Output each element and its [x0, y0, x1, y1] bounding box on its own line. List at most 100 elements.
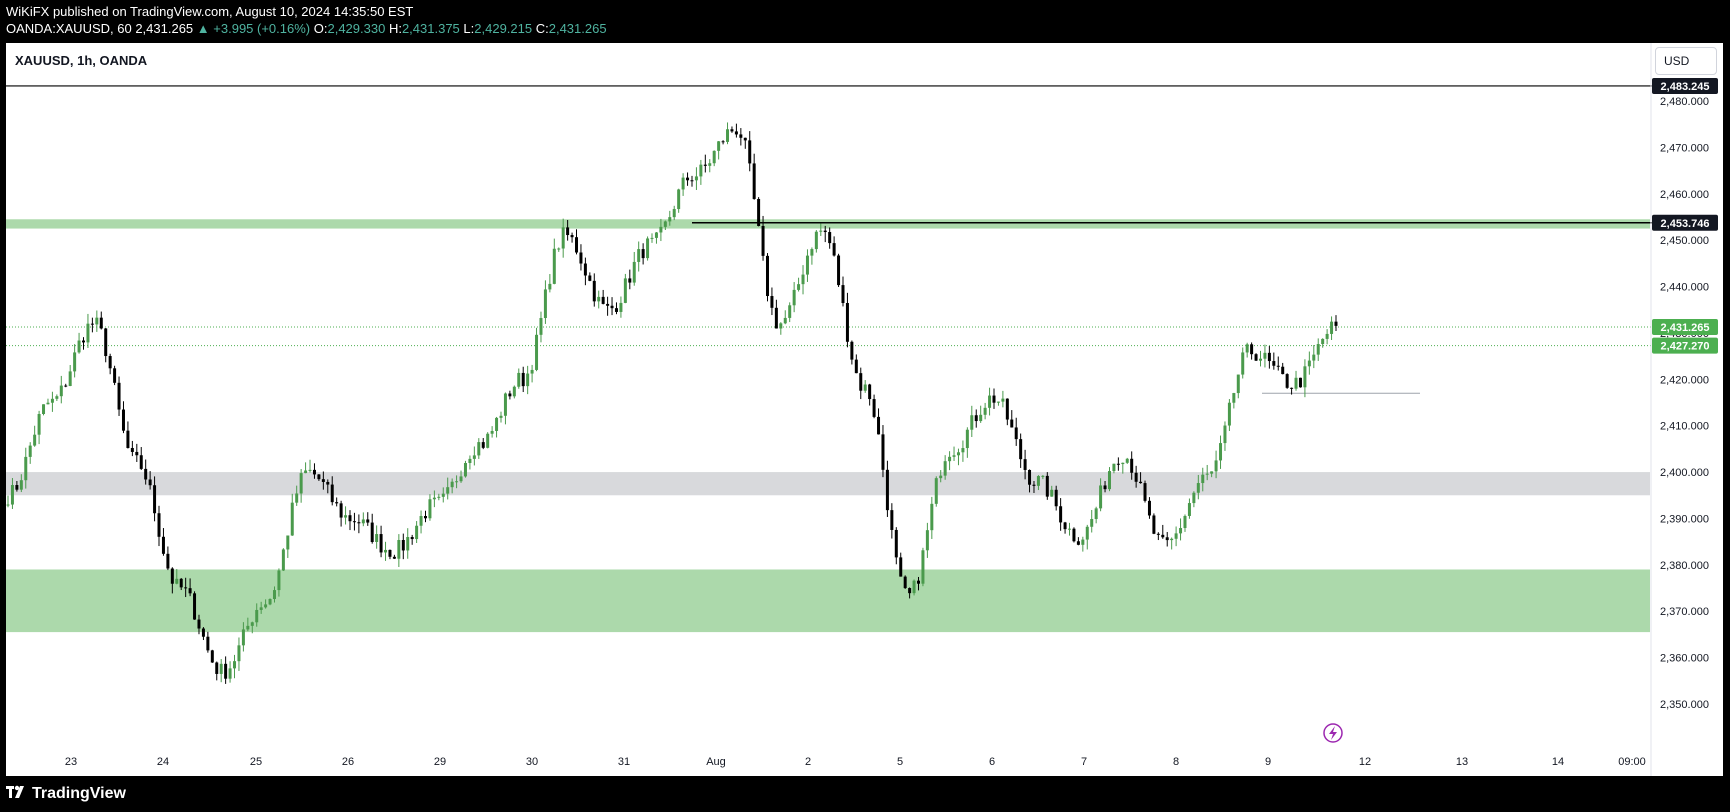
candle-body	[73, 352, 77, 372]
price-label: 2,483.245	[1652, 77, 1718, 94]
candle-body	[1161, 534, 1165, 538]
candle-body	[570, 235, 574, 238]
candle-body	[1312, 354, 1316, 361]
candle-body	[872, 399, 876, 417]
x-tick-label: 9	[1265, 756, 1271, 768]
candle-body	[330, 484, 334, 503]
candle-body	[166, 553, 170, 569]
candle-body	[1103, 485, 1107, 490]
candle-body	[286, 535, 290, 550]
candle-body	[1236, 374, 1240, 394]
candle-body	[126, 430, 130, 448]
candle-body	[1196, 483, 1200, 493]
high-label: H:	[388, 21, 402, 36]
candle-body	[1298, 377, 1302, 388]
candle-body	[99, 317, 103, 329]
candle-body	[774, 307, 778, 329]
candle-body	[899, 557, 903, 577]
candle-body	[1325, 333, 1329, 339]
x-tick-label: 30	[526, 756, 538, 768]
candle-body	[490, 430, 494, 434]
candle-body	[1068, 528, 1072, 530]
candle-body	[668, 217, 672, 222]
candle-body	[588, 275, 592, 281]
candle-body	[1330, 321, 1334, 334]
candle-body	[894, 529, 898, 558]
candle-body	[690, 180, 694, 182]
candle-body	[1028, 469, 1032, 485]
candle-body	[535, 334, 539, 370]
candle-body	[1116, 463, 1120, 465]
candle-body	[406, 537, 410, 551]
candle-body	[948, 456, 952, 462]
y-tick-label: 2,360.000	[1660, 653, 1709, 665]
candle-body	[734, 131, 738, 135]
candle-body	[246, 625, 250, 630]
svg-text:2,427.270: 2,427.270	[1661, 341, 1710, 353]
y-axis[interactable]: 2,350.000 2,360.000 2,370.000 2,380.000 2,39…	[1660, 96, 1709, 711]
candle-body	[64, 385, 68, 387]
candle-body	[805, 255, 809, 275]
candle-body	[952, 455, 956, 457]
candle-body	[912, 580, 916, 594]
tradingview-brand[interactable]: TradingView	[6, 784, 126, 803]
candle-body	[970, 415, 974, 430]
resistance-zone[interactable]	[6, 219, 1650, 229]
chart-symbol-title: XAUUSD, 1h, OANDA	[15, 53, 148, 68]
x-axis[interactable]: 23 24 25 26 29 30 31 Aug 2 5 6 7 8 9 12 13 14 09:00	[65, 756, 1646, 768]
y-tick-label: 2,410.000	[1660, 421, 1709, 433]
candle-body	[423, 515, 427, 519]
candle-body	[921, 550, 925, 584]
candle-body	[1294, 377, 1298, 389]
candle-body	[37, 414, 41, 435]
candle-body	[752, 163, 756, 199]
candle-body	[832, 243, 836, 256]
candle-body	[890, 510, 894, 530]
candle-body	[1210, 471, 1214, 474]
chart-panel[interactable]	[6, 43, 1723, 776]
low-value: 2,429.215	[474, 21, 533, 36]
candle-body	[161, 536, 165, 554]
x-tick-label: 13	[1456, 756, 1468, 768]
candle-body	[1258, 358, 1262, 361]
candle-body	[956, 452, 960, 456]
candle-body	[224, 663, 228, 679]
price-label: 2,427.270	[1652, 337, 1718, 354]
candle-body	[845, 303, 849, 342]
candle-body	[503, 393, 507, 416]
candle-body	[175, 578, 179, 584]
candle-body	[219, 663, 223, 674]
candle-body	[530, 369, 534, 374]
candle-body	[1205, 473, 1209, 475]
candle-body	[446, 487, 450, 494]
candle-body	[508, 393, 512, 397]
candle-body	[108, 356, 112, 369]
pivot-zone[interactable]	[6, 472, 1650, 496]
candle-body	[121, 409, 125, 431]
candle-body	[1045, 475, 1049, 497]
candle-body	[1076, 541, 1080, 545]
candle-body	[672, 209, 676, 218]
candle-body	[837, 255, 841, 286]
candle-body	[810, 249, 814, 256]
x-tick-label: 25	[250, 756, 262, 768]
event-flash-icon[interactable]	[1323, 723, 1343, 743]
candle-body	[472, 455, 476, 459]
open-value: 2,429.330	[327, 21, 386, 36]
candle-body	[1232, 393, 1236, 403]
x-tick-label: 8	[1173, 756, 1179, 768]
candle-body	[868, 384, 872, 400]
candle-body	[455, 481, 459, 483]
candle-body	[1290, 387, 1294, 389]
candle-body	[130, 447, 134, 452]
candle-body	[268, 599, 272, 605]
candle-body	[1072, 528, 1076, 542]
candle-body	[1085, 526, 1089, 540]
candle-body	[797, 284, 801, 290]
ticker-label: OANDA:XAUUSD, 60	[6, 21, 132, 36]
candle-body	[1254, 354, 1258, 361]
currency-button[interactable]: USD	[1655, 47, 1717, 75]
candle-body	[823, 230, 827, 233]
candle-body	[1050, 489, 1054, 497]
